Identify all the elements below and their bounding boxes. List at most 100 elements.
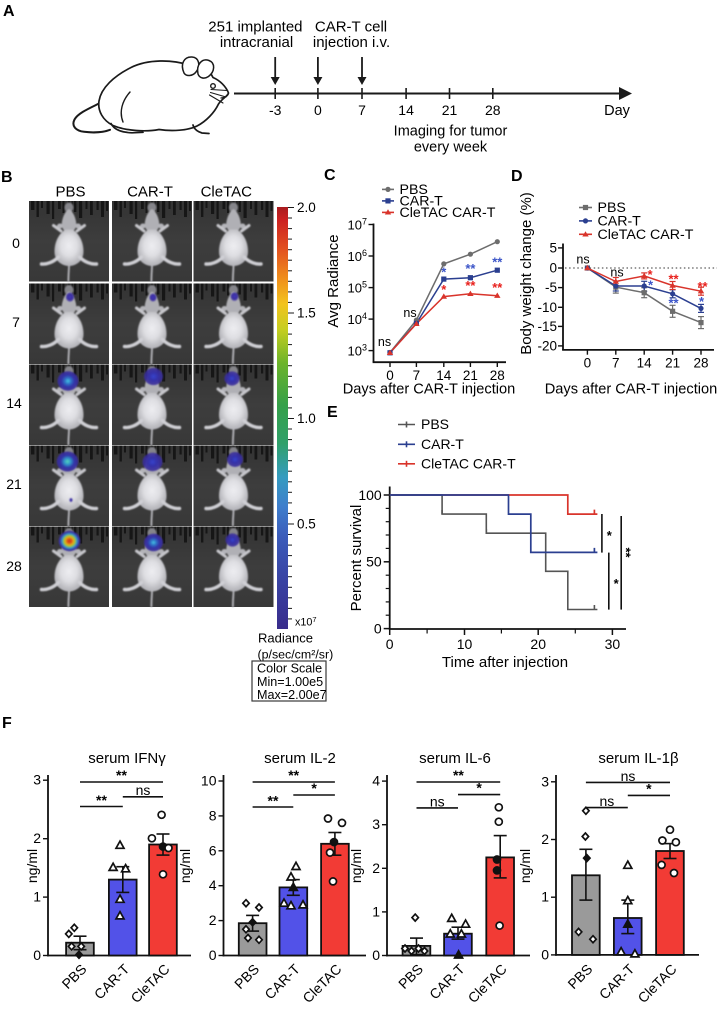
svg-text:CleTAC: CleTAC (465, 961, 510, 1006)
svg-text:ns: ns (403, 306, 416, 320)
svg-text:0: 0 (541, 946, 549, 962)
svg-text:CAR-T: CAR-T (400, 194, 444, 210)
svg-text:0.5: 0.5 (297, 517, 316, 532)
svg-text:21: 21 (463, 368, 478, 383)
svg-text:CAR-T: CAR-T (261, 960, 303, 1002)
svg-text:PBS: PBS (55, 184, 85, 201)
svg-text:**: ** (116, 767, 127, 783)
svg-text:3: 3 (541, 773, 549, 789)
svg-text:ns: ns (621, 768, 636, 784)
svg-text:CAR-T: CAR-T (91, 960, 133, 1002)
svg-text:**: ** (465, 261, 476, 276)
svg-text:2: 2 (541, 831, 549, 847)
svg-text:B: B (1, 169, 13, 186)
svg-text:8: 8 (209, 807, 217, 823)
svg-text:0: 0 (209, 947, 217, 963)
svg-text:Days after CAR-T injection: Days after CAR-T injection (545, 382, 717, 398)
svg-text:**: ** (96, 792, 107, 808)
svg-text:Radiance: Radiance (258, 631, 313, 646)
svg-text:*: * (607, 528, 613, 543)
svg-text:-10: -10 (537, 300, 557, 315)
svg-text:CAR-T: CAR-T (421, 436, 464, 452)
svg-text:PBS: PBS (598, 200, 626, 216)
svg-text:A: A (3, 3, 15, 20)
svg-text:1: 1 (541, 889, 549, 905)
svg-text:CleTAC CAR-T: CleTAC CAR-T (400, 205, 496, 221)
svg-text:PBS: PBS (395, 961, 426, 992)
svg-text:**: ** (492, 255, 503, 270)
svg-text:107: 107 (348, 217, 367, 233)
svg-text:PBS: PBS (421, 416, 449, 432)
svg-text:0: 0 (372, 947, 380, 963)
svg-text:CleTAC: CleTAC (634, 961, 679, 1006)
svg-text:x107: x107 (295, 615, 317, 629)
svg-text:ns: ns (430, 793, 445, 809)
svg-text:Max=2.00e7: Max=2.00e7 (257, 688, 327, 702)
svg-text:1: 1 (33, 889, 41, 905)
svg-text:CleTAC: CleTAC (299, 961, 344, 1006)
svg-text:14: 14 (398, 102, 414, 118)
svg-text:6: 6 (209, 842, 217, 858)
svg-text:103: 103 (348, 343, 367, 359)
svg-text:PBS: PBS (400, 182, 428, 198)
svg-text:ns: ns (136, 782, 151, 798)
svg-text:28: 28 (485, 102, 501, 118)
svg-text:3: 3 (33, 772, 41, 788)
svg-text:Days after CAR-T injection: Days after CAR-T injection (343, 382, 515, 398)
svg-text:ng/ml: ng/ml (348, 849, 364, 883)
svg-text:D: D (511, 168, 523, 185)
svg-text:C: C (324, 167, 336, 184)
svg-text:PBS: PBS (564, 961, 595, 992)
svg-text:CAR-T cell: CAR-T cell (315, 19, 387, 36)
svg-text:**: ** (465, 278, 476, 293)
svg-text:**: ** (619, 547, 634, 558)
svg-text:4: 4 (209, 877, 217, 893)
svg-text:CleTAC: CleTAC (127, 961, 172, 1006)
svg-text:Color Scale: Color Scale (257, 662, 322, 676)
svg-text:28: 28 (6, 558, 22, 574)
svg-text:intracranial: intracranial (220, 34, 293, 51)
svg-text:Imaging for tumor: Imaging for tumor (394, 124, 508, 140)
svg-text:28: 28 (693, 356, 708, 371)
svg-text:ng/ml: ng/ml (517, 849, 533, 883)
svg-text:0: 0 (386, 636, 394, 652)
svg-text:ns: ns (576, 253, 589, 267)
svg-text:CleTAC: CleTAC (201, 184, 253, 201)
svg-text:CleTAC CAR-T: CleTAC CAR-T (598, 227, 694, 243)
svg-text:serum IFNγ: serum IFNγ (88, 750, 166, 767)
svg-text:10: 10 (201, 773, 217, 789)
svg-text:251 implanted: 251 implanted (208, 19, 302, 36)
svg-text:14: 14 (436, 368, 452, 383)
svg-text:0: 0 (549, 261, 557, 276)
svg-text:Body weight change (%): Body weight change (%) (518, 192, 535, 355)
svg-text:2: 2 (33, 830, 41, 846)
svg-text:ns: ns (600, 793, 615, 809)
svg-text:7: 7 (413, 368, 421, 383)
svg-text:**: ** (697, 279, 708, 294)
svg-text:PBS: PBS (58, 961, 89, 992)
svg-text:4: 4 (372, 773, 380, 789)
svg-text:Min=1.00e5: Min=1.00e5 (257, 675, 323, 689)
svg-text:2: 2 (372, 860, 380, 876)
svg-text:ng/ml: ng/ml (24, 849, 40, 883)
svg-text:0: 0 (33, 947, 41, 963)
svg-text:21: 21 (665, 356, 680, 371)
svg-text:1.5: 1.5 (297, 306, 316, 321)
svg-text:**: ** (268, 793, 279, 809)
svg-text:CAR-T: CAR-T (127, 184, 173, 201)
svg-text:0: 0 (386, 368, 394, 383)
svg-text:2: 2 (209, 912, 217, 928)
svg-text:CAR-T: CAR-T (426, 960, 468, 1002)
svg-text:105: 105 (348, 280, 367, 296)
svg-text:3: 3 (372, 816, 380, 832)
svg-text:CleTAC CAR-T: CleTAC CAR-T (421, 456, 516, 472)
svg-text:CAR-T: CAR-T (596, 960, 638, 1002)
svg-text:*: * (646, 780, 652, 796)
svg-text:PBS: PBS (231, 961, 262, 992)
svg-text:ns: ns (610, 266, 623, 280)
svg-text:ng/ml: ng/ml (177, 849, 193, 883)
svg-text:Avg Radiance: Avg Radiance (325, 234, 342, 327)
svg-text:*: * (699, 294, 705, 309)
svg-text:1: 1 (372, 903, 380, 919)
svg-text:every week: every week (414, 140, 488, 156)
